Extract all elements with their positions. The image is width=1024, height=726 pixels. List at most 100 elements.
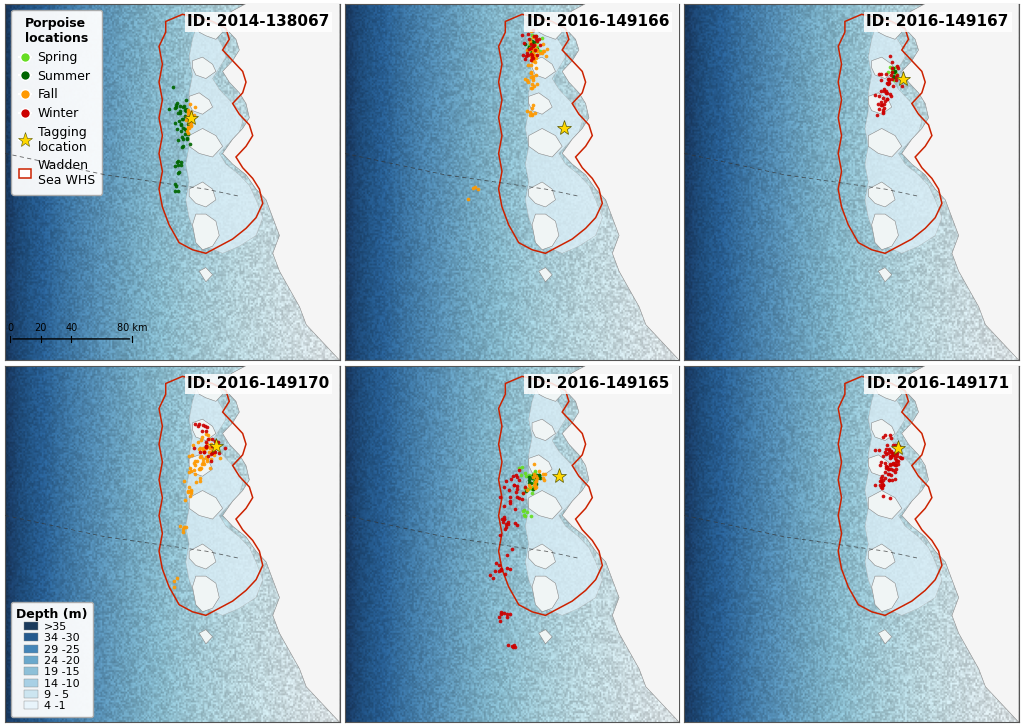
Point [878,444,894,455]
Point [177,123,194,134]
Point [179,133,196,144]
Polygon shape [536,22,562,39]
Point [537,474,553,486]
Point [874,107,891,118]
Point [201,441,217,453]
Point [528,469,545,481]
Point [519,74,536,86]
Point [883,445,899,457]
Point [873,476,890,487]
Point [502,492,518,503]
Point [514,494,530,505]
Point [522,43,539,54]
Point [886,71,902,83]
Polygon shape [222,4,340,360]
Point [884,448,900,460]
Polygon shape [185,22,263,253]
Point [187,102,204,113]
Point [507,504,523,515]
Point [889,60,905,71]
Point [492,559,508,571]
Point [461,193,477,205]
Point [508,469,524,481]
Point [467,182,483,193]
Point [880,73,896,85]
Point [201,446,217,457]
Point [175,523,191,535]
Point [889,447,905,459]
Point [531,45,548,57]
Point [890,62,906,74]
Polygon shape [865,22,942,253]
Point [502,608,518,619]
Point [872,481,889,493]
Point [526,480,543,492]
Polygon shape [532,576,559,612]
Point [894,71,910,83]
Point [528,50,545,62]
Polygon shape [189,544,216,569]
Point [502,495,518,507]
Polygon shape [876,383,902,401]
Point [190,464,207,476]
Point [515,505,531,516]
Point [874,480,891,492]
Point [181,491,198,502]
Point [180,104,197,115]
Point [469,183,485,195]
Point [524,70,541,81]
Point [172,521,188,532]
Point [874,474,891,486]
Polygon shape [868,491,902,519]
Point [524,55,541,67]
Point [517,482,534,494]
Text: ID: 2016-149171: ID: 2016-149171 [866,376,1009,391]
Point [526,474,543,486]
Point [198,442,214,454]
Point [530,471,547,483]
Point [883,446,899,458]
Point [521,37,538,49]
Point [509,480,525,492]
Polygon shape [562,366,679,722]
Point [172,107,188,118]
Point [189,436,206,448]
Point [870,68,887,80]
Point [504,543,520,555]
Point [525,52,542,63]
Point [526,459,543,470]
Point [883,492,899,503]
Point [522,481,539,493]
Point [527,473,544,484]
Polygon shape [525,383,602,616]
Point [481,570,498,582]
Point [197,446,213,458]
Point [168,101,184,113]
Point [881,468,897,480]
Point [180,107,197,118]
Point [496,513,512,525]
Point [207,446,223,458]
Point [506,479,522,491]
Point [180,129,197,140]
Polygon shape [525,22,602,253]
Point [878,448,894,460]
Point [881,78,897,89]
Point [523,66,540,78]
Point [521,41,538,53]
Polygon shape [528,544,555,569]
Point [524,481,541,493]
Polygon shape [193,576,219,612]
Point [522,478,539,489]
Text: 40: 40 [66,322,78,333]
Point [196,458,212,470]
Point [880,87,896,99]
Point [885,62,901,74]
Point [884,474,900,486]
Point [191,451,208,462]
Point [193,446,209,457]
Point [204,441,220,452]
Point [169,168,185,179]
Point [886,74,902,86]
Point [186,455,203,467]
